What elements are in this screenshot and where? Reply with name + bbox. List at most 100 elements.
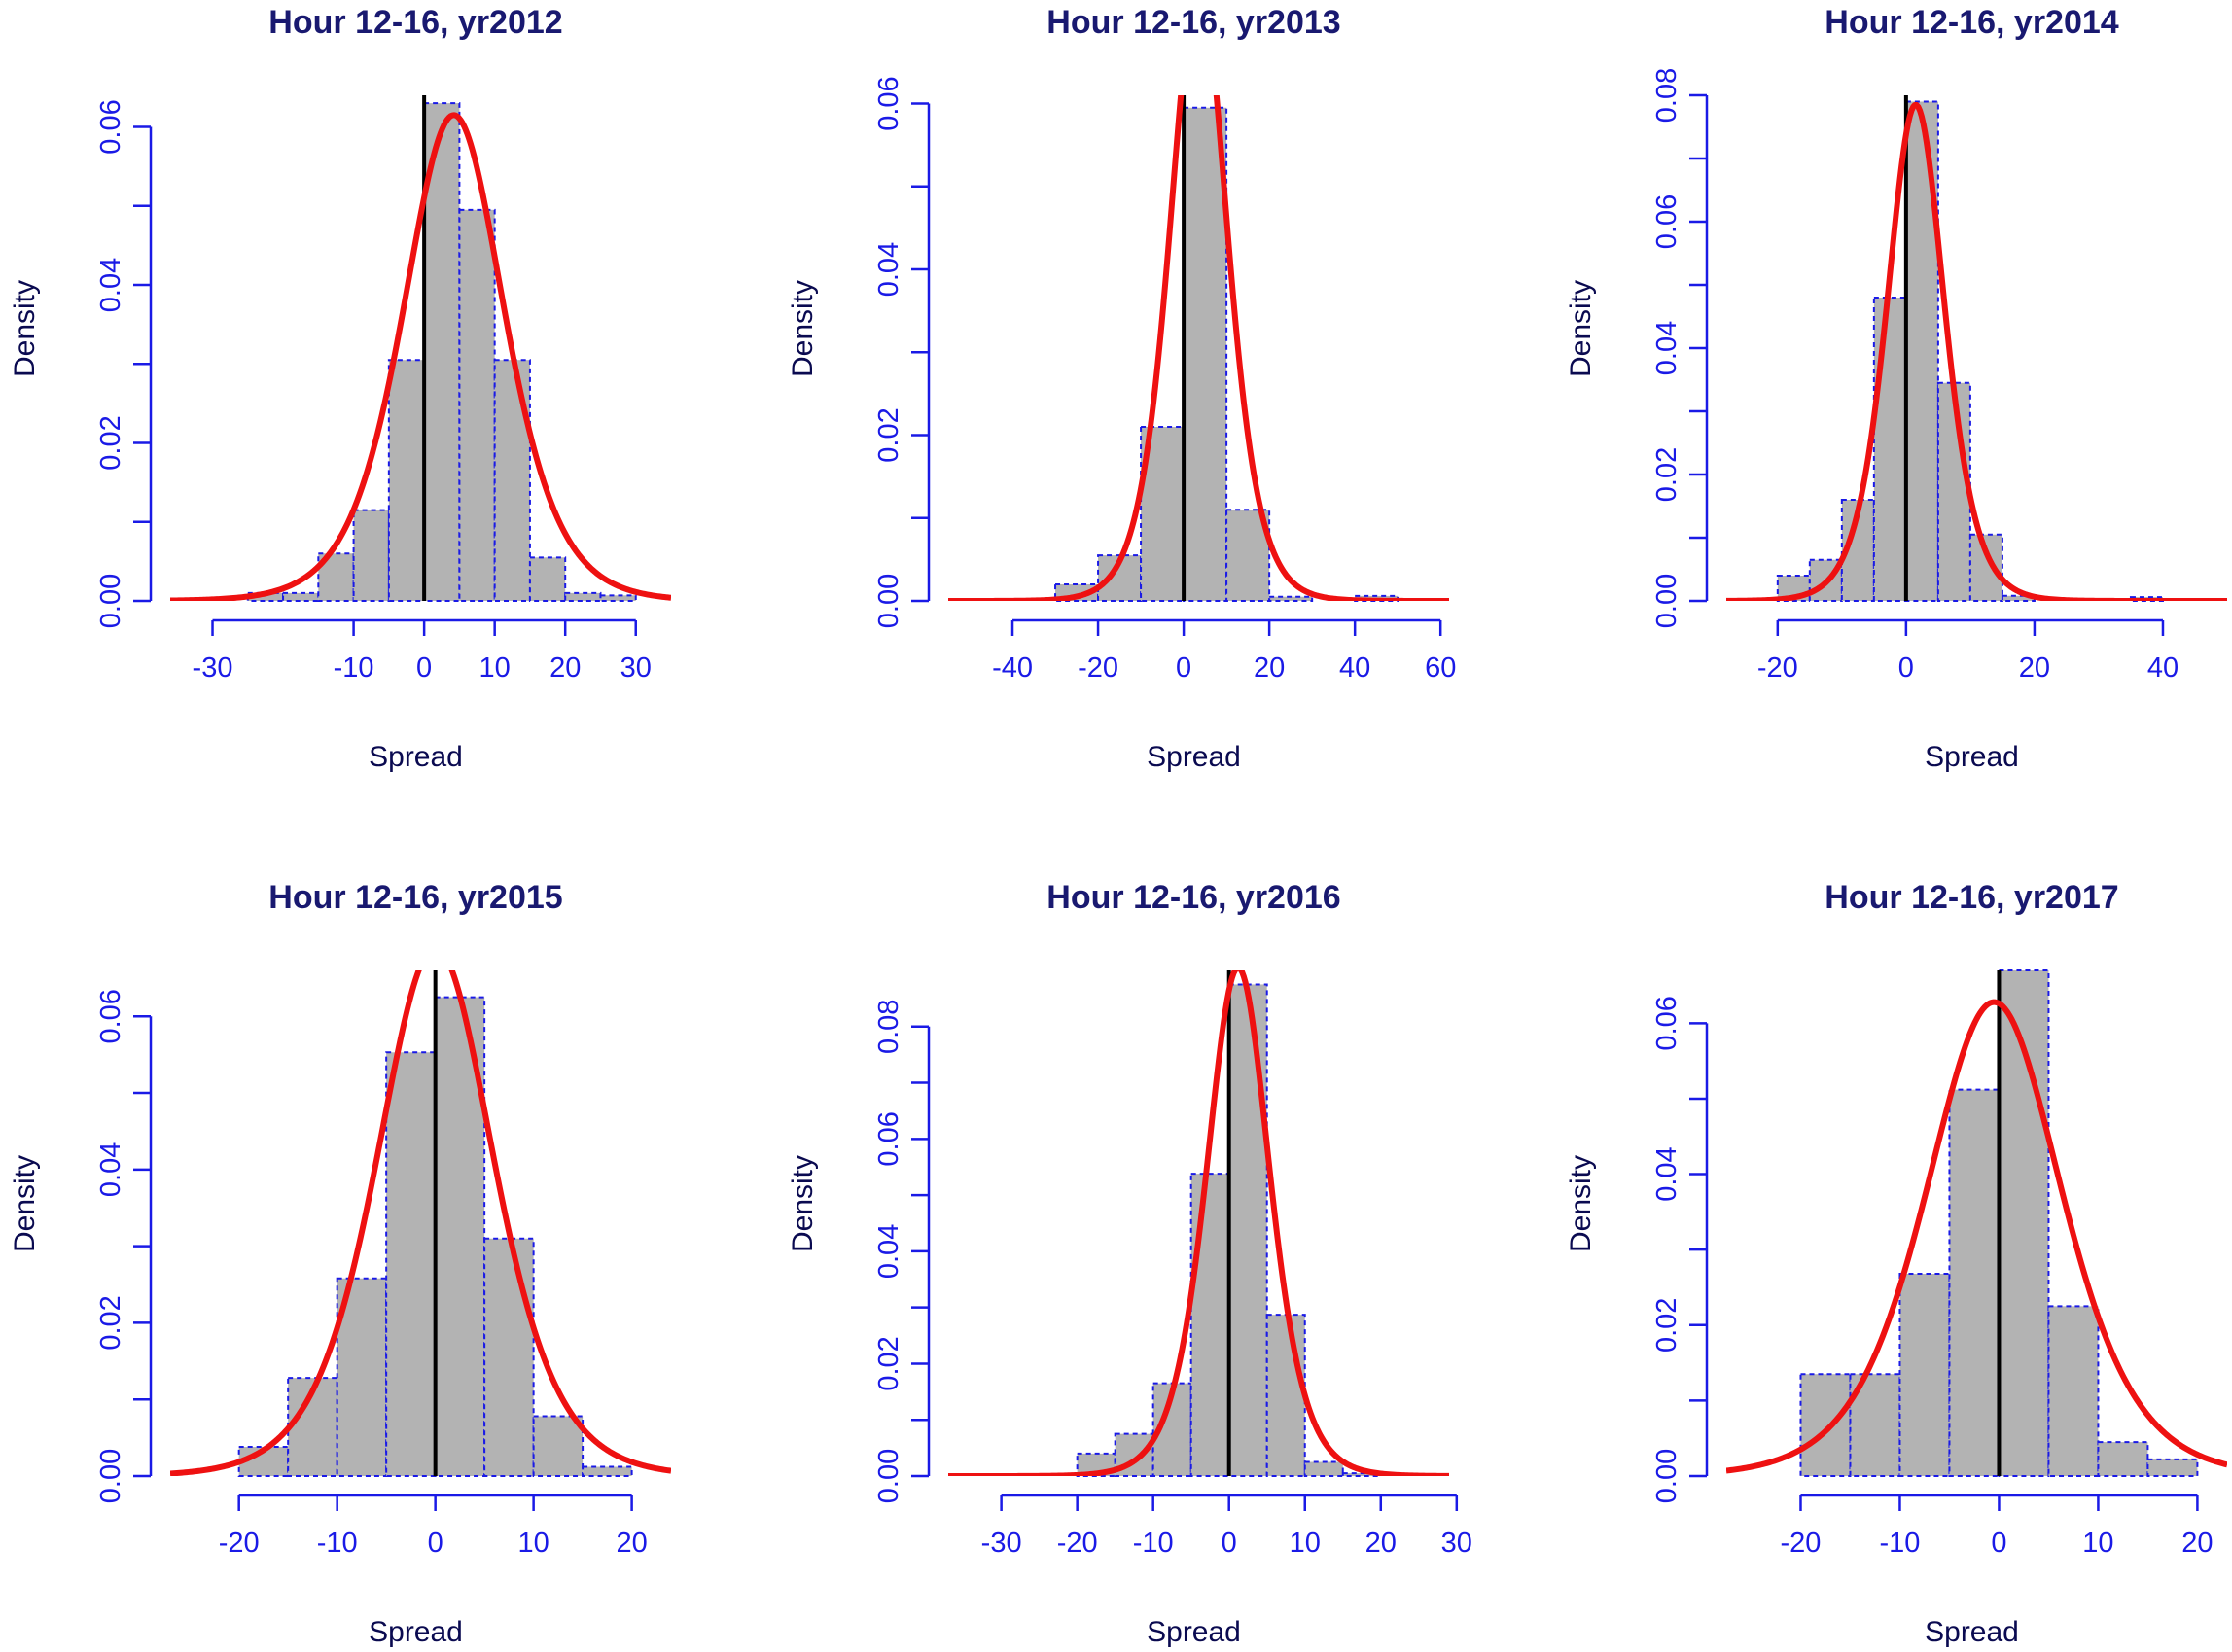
y-tick-label: 0.02 (95, 415, 126, 470)
y-tick-label: 0.06 (95, 99, 126, 154)
histogram-bar (1948, 1088, 2001, 1477)
y-tick-label: 0.02 (873, 1336, 904, 1390)
x-axis-label: Spread (369, 741, 463, 773)
histogram-bar (1936, 381, 1971, 602)
histogram-bar (1268, 595, 1314, 603)
x-tick-label: 20 (1365, 1528, 1397, 1559)
chart-title: Hour 12-16, yr2013 (1046, 4, 1340, 41)
x-tick-label: 0 (1222, 1528, 1237, 1559)
x-tick-label: 10 (517, 1528, 549, 1559)
histogram-bar (1265, 1314, 1306, 1477)
chart-title: Hour 12-16, yr2012 (268, 4, 562, 41)
x-tick-label: -30 (981, 1528, 1022, 1559)
histogram-bar (385, 1051, 437, 1477)
histogram-bar (336, 1277, 388, 1478)
y-tick-label: 0.00 (1651, 1449, 1683, 1503)
fitted-density-curve (170, 112, 671, 601)
x-tick-label: 20 (2181, 1528, 2213, 1559)
histogram-bar (599, 594, 637, 602)
histogram-bar (532, 1415, 585, 1477)
x-tick-label: 20 (549, 652, 581, 684)
x-tick-label: 40 (1339, 652, 1370, 684)
x-axis-label: Spread (1925, 741, 2019, 773)
histogram-bar (352, 509, 390, 602)
y-axis-label: Density (787, 1155, 819, 1252)
y-tick-label: 0.06 (873, 76, 904, 130)
y-tick-label: 0.08 (873, 1000, 904, 1054)
x-axis-label: Spread (1147, 741, 1241, 773)
y-tick-label: 0.06 (1651, 996, 1683, 1050)
fitted-density-curve (948, 95, 1449, 601)
histogram-panel-5: 0.00 0.02 0.04 0.06 0.08 -30 -20 -10 0 10 20 30 Hour… (787, 879, 1472, 1648)
x-tick-label: -10 (317, 1528, 358, 1559)
histogram-bar (2146, 1458, 2199, 1478)
x-tick-label: 10 (479, 652, 511, 684)
histogram-panel-6: 0.00 0.02 0.04 0.06 -20 -10 0 10 20 Hour 12-16, y… (1565, 879, 2227, 1648)
x-tick-label: 30 (1441, 1528, 1472, 1559)
histogram-bar (1183, 106, 1228, 602)
x-tick-label: 40 (2147, 652, 2179, 684)
histogram-bar (1303, 1460, 1344, 1477)
histogram-bar (1799, 1373, 1852, 1477)
x-tick-label: 20 (616, 1528, 647, 1559)
fitted-density-curve (1726, 101, 2227, 601)
x-tick-label: 10 (2082, 1528, 2113, 1559)
histogram-bar (1872, 297, 1907, 602)
y-tick-label: 0.06 (873, 1111, 904, 1166)
y-tick-label: 0.02 (1651, 1298, 1683, 1353)
y-tick-label: 0.04 (95, 258, 126, 312)
histogram-bar (2001, 594, 2036, 602)
histogram-bar (2097, 1441, 2149, 1477)
y-tick-label: 0.06 (1651, 194, 1683, 249)
x-tick-label: -20 (219, 1528, 260, 1559)
y-tick-label: 0.02 (1651, 447, 1683, 502)
x-tick-label: -10 (334, 652, 374, 684)
y-tick-label: 0.04 (95, 1142, 126, 1197)
histogram-panel-2: 0.00 0.02 0.04 0.06 -40 -20 0 20 40 60 Hour 12-16,… (787, 4, 1456, 773)
x-tick-label: 0 (428, 1528, 443, 1559)
chart-title: Hour 12-16, yr2017 (1825, 879, 2118, 916)
histogram-bar (483, 1237, 535, 1477)
histogram-bar (387, 359, 426, 602)
fitted-density-curve (948, 970, 1449, 1476)
x-tick-label: 0 (1176, 652, 1191, 684)
fitted-density-curve (170, 970, 671, 1476)
x-tick-label: -20 (1757, 652, 1798, 684)
histogram-panel-3: 0.00 0.02 0.04 0.06 0.08 -20 0 20 40 Hour 12-16, … (1565, 4, 2227, 773)
x-tick-label: 20 (1254, 652, 1285, 684)
x-axis-label: Spread (369, 1616, 463, 1648)
histogram-bar (458, 208, 496, 602)
histogram-bar (493, 359, 531, 602)
y-tick-label: 0.06 (95, 989, 126, 1043)
x-axis-label: Spread (1147, 1616, 1241, 1648)
chart-title: Hour 12-16, yr2014 (1825, 4, 2118, 41)
y-axis-label: Density (787, 280, 819, 377)
y-axis-label: Density (1565, 1155, 1597, 1252)
x-tick-label: 60 (1425, 652, 1456, 684)
y-tick-label: 0.02 (873, 407, 904, 462)
x-tick-label: 0 (416, 652, 432, 684)
y-tick-label: 0.00 (95, 1449, 126, 1503)
x-tick-label: 0 (1991, 1528, 2006, 1559)
x-tick-label: 10 (1290, 1528, 1321, 1559)
chart-title: Hour 12-16, yr2016 (1046, 879, 1340, 916)
x-tick-label: 30 (620, 652, 652, 684)
y-tick-label: 0.08 (1651, 68, 1683, 123)
y-axis-label: Density (9, 280, 41, 377)
histogram-bar (1227, 983, 1268, 1477)
histogram-bar (317, 552, 355, 602)
chart-title: Hour 12-16, yr2015 (268, 879, 562, 916)
y-tick-label: 0.04 (1651, 1146, 1683, 1201)
histogram-bar (2047, 1305, 2100, 1478)
histogram-panel-1: 0.00 0.02 0.04 0.06 -30 -10 0 10 20 30 Hour 12-16,… (9, 4, 671, 773)
y-axis-label: Density (1565, 280, 1597, 377)
histogram-bar (1968, 533, 2003, 602)
x-tick-label: -20 (1781, 1528, 1822, 1559)
fitted-density-curve (1726, 999, 2227, 1474)
x-tick-label: -10 (1880, 1528, 1921, 1559)
y-tick-label: 0.02 (95, 1295, 126, 1350)
y-tick-label: 0.00 (873, 574, 904, 628)
x-tick-label: -30 (193, 652, 233, 684)
histogram-bar (282, 591, 320, 602)
